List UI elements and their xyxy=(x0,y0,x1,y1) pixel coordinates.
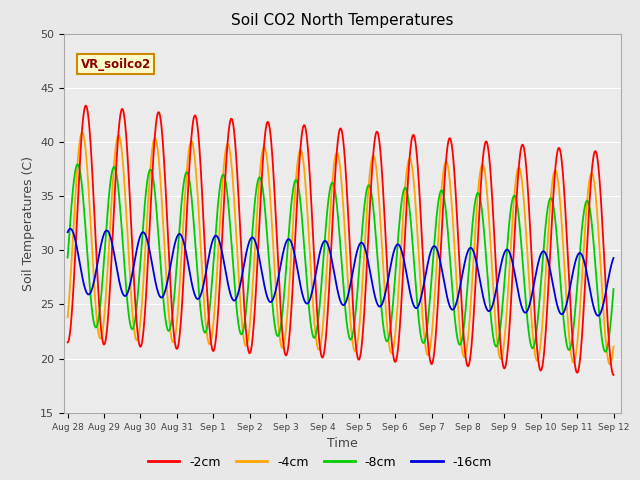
Text: VR_soilco2: VR_soilco2 xyxy=(81,58,151,71)
Title: Soil CO2 North Temperatures: Soil CO2 North Temperatures xyxy=(231,13,454,28)
Y-axis label: Soil Temperatures (C): Soil Temperatures (C) xyxy=(22,156,35,291)
Legend: -2cm, -4cm, -8cm, -16cm: -2cm, -4cm, -8cm, -16cm xyxy=(143,451,497,474)
X-axis label: Time: Time xyxy=(327,437,358,450)
